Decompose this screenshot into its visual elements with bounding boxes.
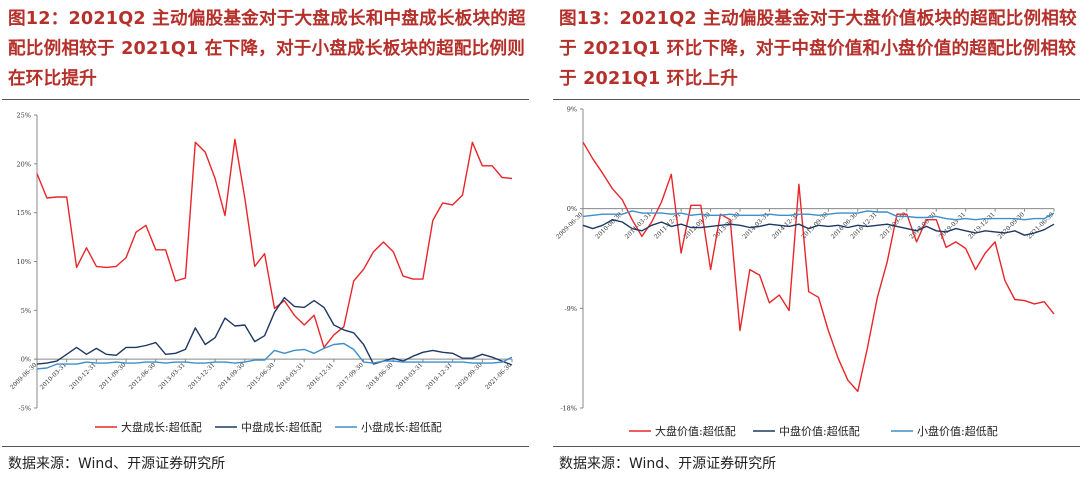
x-tick-label: 2010-06-30 [594, 211, 624, 241]
y-tick-label: -9% [564, 305, 577, 313]
y-tick-label: -18% [560, 405, 577, 413]
line-chart: -5%0%5%10%15%20%25%2009-06-30 2010-03-31 2… [9, 112, 514, 435]
x-tick-label: 2020-09-30 [997, 211, 1027, 241]
line-chart: -18%-9%0%9%2009-06-30 2010-06-30 2011-03-3… [555, 106, 1056, 439]
chart-title: 图13：2021Q2 主动偏股基金对于大盘价值板块的超配比例相较于 2021Q1… [559, 9, 1077, 89]
x-tick-label: 2011-09-30 [98, 362, 128, 392]
source-note: 数据来源：Wind、开源证券研究所 [8, 456, 226, 472]
series-line [582, 210, 1055, 221]
y-tick-label: 5% [21, 307, 31, 315]
y-tick-label: 0% [21, 356, 31, 364]
x-tick-label: 2013-03-31 [157, 362, 186, 391]
y-tick-label: 25% [17, 112, 31, 120]
x-tick-label: 2019-12-31 [967, 211, 996, 240]
y-tick-label: -5% [18, 405, 31, 413]
x-tick-label: 2009-06-30 [555, 211, 585, 241]
legend-label: 中盘成长:超低配 [241, 420, 322, 434]
x-tick-label: 2010-12-31 [68, 362, 97, 391]
x-tick-label: 2012-06-30 [128, 362, 158, 392]
source-note: 数据来源：Wind、开源证券研究所 [559, 456, 777, 472]
chart-panel-left: 图12：2021Q2 主动偏股基金对于大盘成长和中盘成长板块的超配比例相较于 2… [0, 0, 529, 483]
x-tick-label: 2019-03-31 [395, 362, 424, 391]
x-tick-label: 2009-06-30 [9, 362, 39, 392]
series-line [36, 296, 513, 366]
y-tick-label: 10% [17, 258, 31, 266]
top-rule [553, 99, 1080, 100]
x-tick-label: 2015-06-30 [247, 362, 277, 392]
y-tick-label: 0% [567, 205, 577, 213]
x-tick-label: 2020-09-30 [454, 362, 484, 392]
bottom-rule [2, 446, 529, 447]
x-tick-label: 2013-12-31 [187, 362, 216, 391]
legend-label: 大盘价值:超低配 [655, 424, 736, 438]
legend-label: 大盘成长:超低配 [121, 420, 202, 434]
series-line [582, 218, 1055, 236]
legend-label: 小盘价值:超低配 [917, 424, 998, 438]
x-tick-label: 2021-06-30 [484, 362, 514, 392]
x-tick-label: 2019-12-31 [425, 362, 454, 391]
series-line [36, 138, 513, 349]
legend-label: 小盘成长:超低配 [361, 420, 442, 434]
chart-panel-right: 图13：2021Q2 主动偏股基金对于大盘价值板块的超配比例相较于 2021Q1… [551, 0, 1080, 483]
y-tick-label: 9% [567, 106, 577, 114]
series-line [582, 141, 1055, 393]
x-tick-label: 2014-09-30 [217, 362, 247, 392]
x-tick-label: 2017-09-30 [336, 362, 366, 392]
x-tick-label: 2018-06-30 [365, 362, 395, 392]
x-tick-label: 2016-03-31 [276, 362, 305, 391]
y-tick-label: 20% [17, 160, 31, 168]
y-tick-label: 15% [17, 209, 31, 217]
chart-title: 图12：2021Q2 主动偏股基金对于大盘成长和中盘成长板块的超配比例相较于 2… [8, 9, 526, 89]
bottom-rule [553, 446, 1080, 447]
legend-label: 中盘价值:超低配 [779, 424, 860, 438]
top-rule [2, 99, 529, 100]
series-line [36, 342, 513, 370]
x-tick-label: 2016-12-31 [306, 362, 335, 391]
